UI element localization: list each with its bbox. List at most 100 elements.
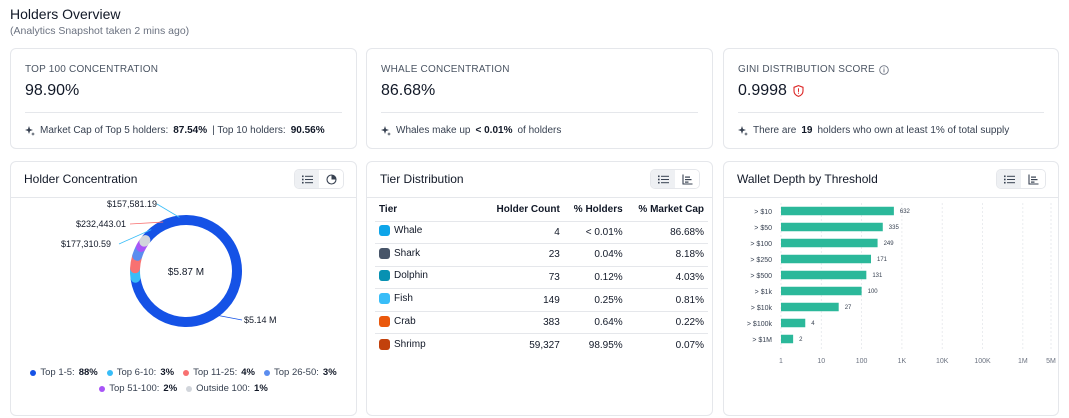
tier-cell: Shrimp bbox=[375, 333, 485, 357]
column-header[interactable]: Tier bbox=[379, 204, 398, 216]
pie-chart-icon bbox=[325, 173, 337, 185]
legend-item[interactable]: Top 51-100: 2% bbox=[99, 383, 177, 394]
view-toggle bbox=[650, 169, 700, 189]
panel-title: Holder Concentration bbox=[24, 172, 138, 186]
legend-item[interactable]: Outside 100: 1% bbox=[186, 383, 268, 394]
x-tick-label: 1 bbox=[779, 358, 783, 365]
whale-icon bbox=[379, 225, 390, 237]
panel-title: Wallet Depth by Threshold bbox=[737, 172, 878, 186]
shield-alert-icon bbox=[793, 85, 804, 97]
pct-holders-cell: < 0.01% bbox=[563, 220, 627, 244]
list-view-button[interactable] bbox=[997, 170, 1021, 188]
column-header[interactable]: % Market Cap bbox=[638, 204, 704, 216]
depth-bar[interactable] bbox=[781, 254, 872, 264]
bar-chart-icon bbox=[681, 174, 692, 185]
chart-view-button[interactable] bbox=[1021, 170, 1045, 188]
depth-bar[interactable] bbox=[781, 334, 794, 344]
legend-value: 3% bbox=[160, 367, 175, 378]
chart-view-button[interactable] bbox=[675, 170, 699, 188]
donut-legend: Top 1-5: 88% Top 6-10: 3% Top 11-25: 4% Top 26… bbox=[11, 367, 356, 378]
depth-bar[interactable] bbox=[781, 302, 839, 312]
stat-value: 98.90% bbox=[25, 82, 80, 99]
legend-label: Top 26-50: bbox=[274, 367, 319, 378]
panel-title: Tier Distribution bbox=[380, 172, 464, 186]
depth-bar[interactable] bbox=[781, 270, 867, 280]
depth-bar[interactable] bbox=[781, 222, 883, 232]
tier-label: Shark bbox=[394, 247, 421, 259]
column-header[interactable]: Holder Count bbox=[496, 204, 560, 216]
sparkle-icon bbox=[738, 125, 748, 136]
bar-value-label: 2 bbox=[799, 337, 803, 343]
bar-value-label: 100 bbox=[868, 289, 879, 295]
holder-count-cell: 73 bbox=[485, 265, 564, 289]
info-icon[interactable] bbox=[879, 64, 889, 75]
wallet-depth-bar-chart: 1 10 100 1K 10K 100K 1M 5M > $10 632 > $50 335 > $10… bbox=[747, 203, 1056, 365]
tier-cell: Crab bbox=[375, 310, 485, 334]
legend-dot bbox=[99, 385, 106, 392]
shrimp-icon bbox=[379, 338, 390, 350]
y-tick-label: > $250 bbox=[750, 257, 772, 264]
x-tick-label: 1K bbox=[898, 358, 907, 365]
tier-label: Shrimp bbox=[394, 338, 426, 350]
holder-donut-chart: $5.87 M $157,581.19 $232,443.01 $177,310.59… bbox=[61, 199, 277, 327]
donut-slice[interactable] bbox=[130, 215, 242, 327]
divider bbox=[367, 197, 712, 198]
list-icon bbox=[301, 175, 313, 183]
depth-bar[interactable] bbox=[781, 286, 862, 296]
bar-value-label: 171 bbox=[877, 257, 888, 263]
table-row: Shrimp 59,327 98.95% 0.07% bbox=[375, 333, 708, 357]
callout-label: $157,581.19 bbox=[107, 199, 157, 209]
table-header-row: Tier Holder Count % Holders % Market Cap bbox=[375, 199, 708, 221]
holder-count-cell: 23 bbox=[485, 243, 564, 267]
top100-concentration-card: TOP 100 CONCENTRATION 98.90% Market Cap … bbox=[10, 48, 357, 149]
x-tick-label: 10 bbox=[817, 358, 825, 365]
callout-label: $177,310.59 bbox=[61, 239, 111, 249]
donut-slice[interactable] bbox=[139, 235, 151, 247]
gini-score-card: GINI DISTRIBUTION SCORE 0.9998 There are… bbox=[723, 48, 1059, 149]
list-icon bbox=[1003, 175, 1015, 183]
table-row: Shark 23 0.04% 8.18% bbox=[375, 243, 708, 267]
divider bbox=[381, 112, 698, 113]
list-view-button[interactable] bbox=[651, 170, 675, 188]
tier-label: Whale bbox=[394, 225, 423, 237]
x-tick-label: 10K bbox=[936, 358, 949, 365]
pct-market-cap-cell: 4.03% bbox=[626, 265, 708, 289]
tier-label: Crab bbox=[394, 315, 416, 327]
legend-item[interactable]: Top 6-10: 3% bbox=[106, 367, 175, 378]
pct-holders-cell: 0.04% bbox=[563, 243, 627, 267]
column-header[interactable]: % Holders bbox=[573, 204, 623, 216]
list-view-button[interactable] bbox=[295, 170, 319, 188]
legend-value: 4% bbox=[241, 367, 255, 378]
pct-holders-cell: 0.12% bbox=[563, 265, 627, 289]
depth-bar[interactable] bbox=[781, 318, 806, 328]
legend-label: Top 11-25: bbox=[193, 367, 238, 378]
holder-concentration-panel: Holder Concentration $5.87 M $157,581.19 $… bbox=[10, 161, 357, 416]
crab-icon bbox=[379, 315, 390, 327]
legend-label: Top 1-5: bbox=[40, 367, 75, 378]
callout-line bbox=[118, 229, 152, 245]
pie-view-button[interactable] bbox=[319, 170, 343, 188]
legend-item[interactable]: Top 11-25: 4% bbox=[183, 367, 255, 378]
tier-cell: Fish bbox=[375, 288, 485, 312]
depth-bar[interactable] bbox=[781, 238, 878, 248]
divider bbox=[724, 197, 1058, 198]
table-row: Fish 149 0.25% 0.81% bbox=[375, 288, 708, 312]
legend-dot bbox=[30, 369, 37, 376]
legend-item[interactable]: Top 1-5: 88% bbox=[30, 367, 98, 378]
legend-dot bbox=[106, 369, 113, 376]
legend-label: Outside 100: bbox=[196, 383, 251, 394]
pct-market-cap-cell: 0.22% bbox=[626, 310, 708, 334]
x-tick-label: 100 bbox=[856, 358, 868, 365]
depth-bar[interactable] bbox=[781, 206, 894, 216]
table-row: Whale 4 < 0.01% 86.68% bbox=[375, 220, 708, 244]
list-icon bbox=[657, 175, 669, 183]
callout-label: $5.14 M bbox=[244, 315, 277, 325]
legend-item[interactable]: Top 26-50: 3% bbox=[264, 367, 337, 378]
holder-count-cell: 149 bbox=[485, 288, 564, 312]
x-tick-label: 5M bbox=[1046, 358, 1056, 365]
bar-value-label: 632 bbox=[900, 209, 911, 215]
legend-label: Top 51-100: bbox=[109, 383, 160, 394]
divider bbox=[25, 112, 342, 113]
callout-line bbox=[129, 221, 164, 225]
stat-label: GINI DISTRIBUTION SCORE bbox=[738, 64, 889, 75]
